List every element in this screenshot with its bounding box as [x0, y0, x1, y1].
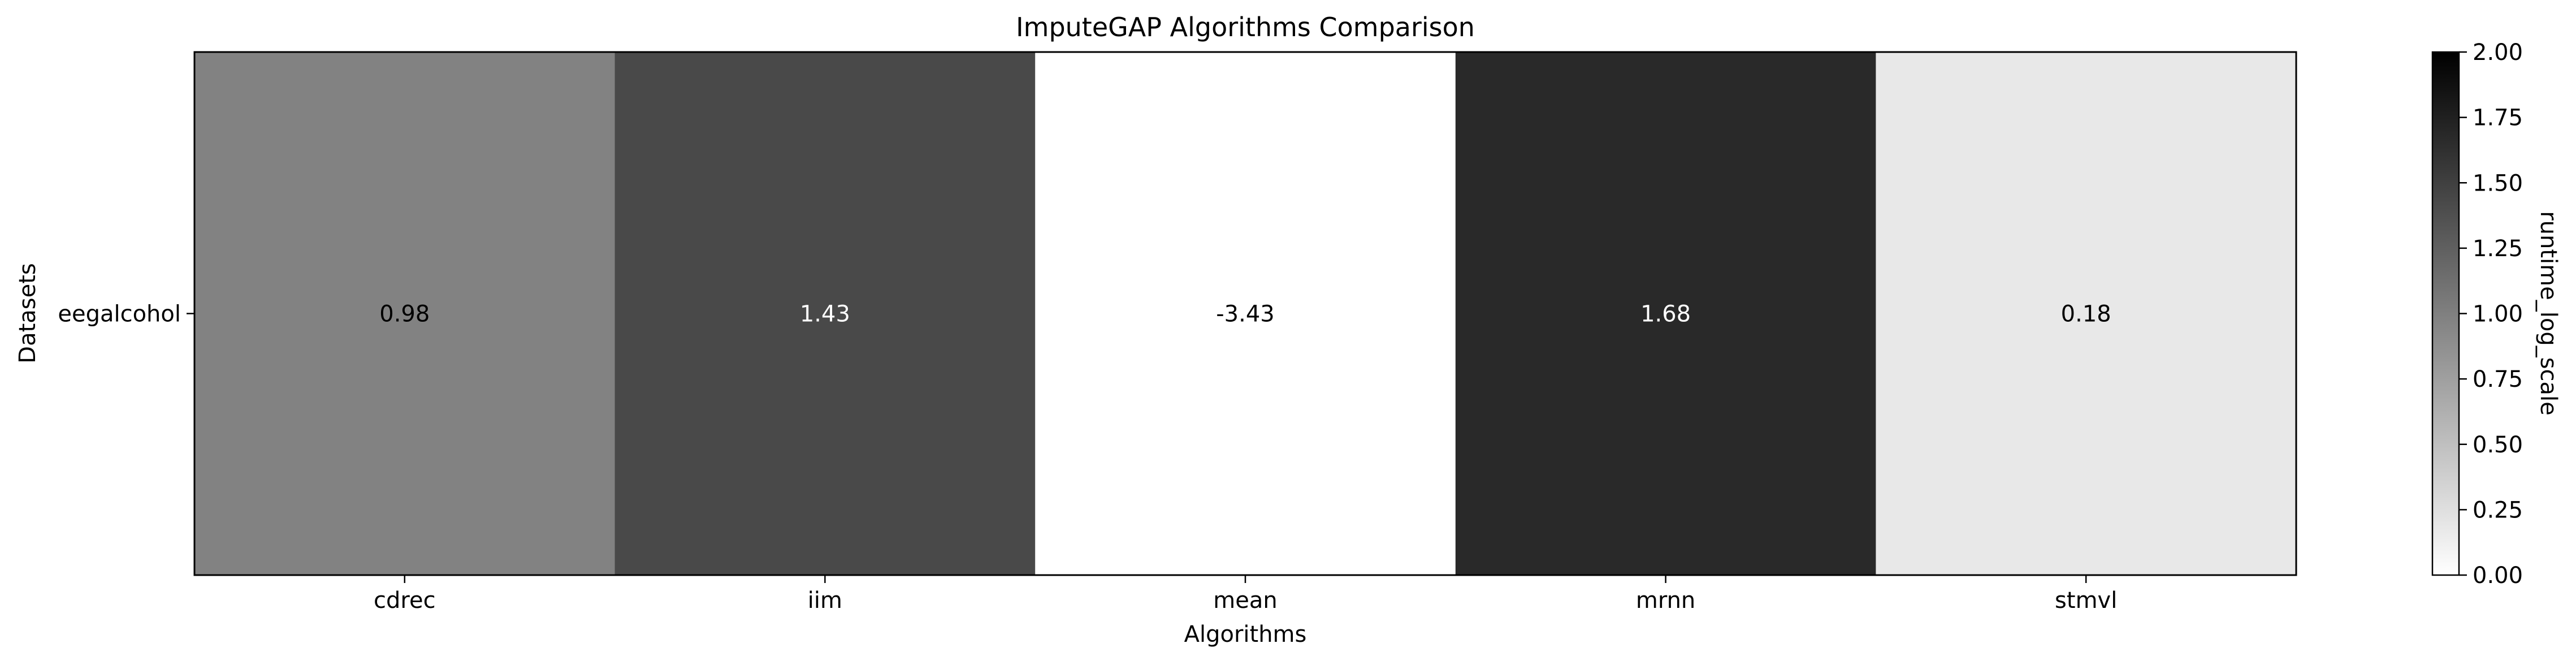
y-axis-label: Datasets	[15, 263, 41, 363]
colorbar-tick-label: 0.75	[2473, 366, 2523, 392]
chart-title: ImputeGAP Algorithms Comparison	[1016, 12, 1475, 42]
heatmap-cell	[1455, 52, 1876, 575]
x-tick-label: mrnn	[1636, 588, 1695, 614]
colorbar-tick-label: 1.50	[2473, 170, 2523, 196]
heatmap-cell	[1876, 52, 2297, 575]
x-tick-label: stmvl	[2055, 588, 2117, 614]
y-tick-label: eegalcohol	[58, 301, 181, 327]
colorbar-tick-label: 1.00	[2473, 301, 2523, 327]
cell-value-label: 1.68	[1640, 301, 1691, 327]
colorbar-ticks: 0.00 0.25 0.50 0.75 1.00 1.25 1.50 1.75 2.00	[2459, 40, 2523, 589]
x-axis-label: Algorithms	[1184, 621, 1307, 647]
cell-value-label: -3.43	[1216, 301, 1275, 327]
y-axis-ticks: eegalcohol	[58, 301, 194, 327]
cell-value-label: 0.98	[379, 301, 430, 327]
colorbar-tick-label: 0.00	[2473, 563, 2523, 589]
colorbar-tick-label: 1.25	[2473, 236, 2523, 262]
colorbar-tick-label: 2.00	[2473, 40, 2523, 66]
cell-value-label: 0.18	[2061, 301, 2111, 327]
heatmap-cell	[614, 52, 1036, 575]
x-tick-label: cdrec	[374, 588, 436, 614]
x-tick-label: mean	[1213, 588, 1277, 614]
colorbar-tick-label: 0.50	[2473, 432, 2523, 458]
x-axis-ticks: cdrec iim mean mrnn stmvl	[374, 575, 2117, 614]
colorbar	[2431, 51, 2460, 576]
heatmap-cells	[194, 52, 2297, 575]
cell-value-label: 1.43	[800, 301, 850, 327]
heatmap-cell	[194, 52, 616, 575]
heatmap-cell	[1035, 52, 1456, 575]
x-tick-label: iim	[808, 588, 842, 614]
colorbar-tick-label: 1.75	[2473, 105, 2523, 131]
colorbar-tick-label: 0.25	[2473, 497, 2523, 523]
colorbar-label: runtime_log_scale	[2535, 211, 2561, 416]
cell-value-labels: 0.98 1.43 -3.43 1.68 0.18	[379, 301, 2111, 327]
